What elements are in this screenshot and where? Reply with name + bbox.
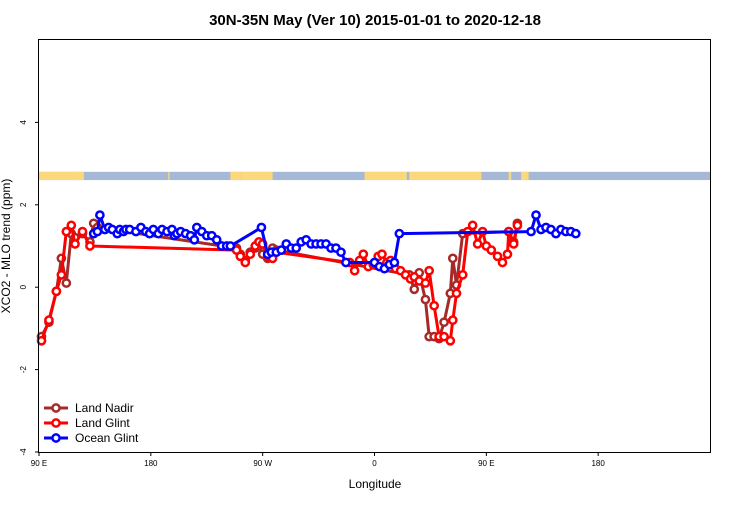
legend-label: Land Glint bbox=[75, 416, 130, 430]
ocean-glint-point bbox=[189, 234, 200, 245]
land-glint-point bbox=[245, 249, 256, 260]
legend-swatch-marker bbox=[51, 433, 61, 443]
land-glint-point bbox=[467, 220, 478, 231]
legend-item-ocean-glint: Ocean Glint bbox=[44, 431, 139, 445]
y-tick-label: -4 bbox=[19, 448, 28, 456]
land-glint-point bbox=[457, 269, 468, 280]
land-segment-7 bbox=[367, 171, 402, 181]
series-land-nadir bbox=[36, 218, 523, 344]
land-segment-3 bbox=[168, 171, 170, 181]
land-nadir-point bbox=[61, 278, 72, 288]
land-segment-11 bbox=[521, 171, 529, 181]
land-glint-point bbox=[358, 249, 369, 260]
ocean-glint-point bbox=[336, 247, 346, 258]
land-glint-point bbox=[56, 269, 67, 280]
ocean-glint-point bbox=[394, 228, 405, 239]
x-tick-label: 90 W bbox=[253, 459, 272, 468]
series-layer bbox=[36, 210, 581, 346]
x-axis-label: Longitude bbox=[349, 477, 402, 491]
ocean-glint-point bbox=[92, 226, 103, 237]
land-glint-point bbox=[502, 249, 513, 260]
land-glint-point bbox=[36, 335, 47, 346]
ocean-glint-point bbox=[225, 241, 236, 251]
land-glint-point bbox=[486, 245, 497, 255]
land-glint-point bbox=[447, 315, 458, 326]
y-tick-label: 2 bbox=[19, 202, 28, 207]
land-glint-point bbox=[349, 265, 360, 276]
ocean-glint-point bbox=[341, 257, 351, 268]
land-glint-point bbox=[51, 286, 62, 297]
land-glint-point bbox=[429, 300, 439, 311]
land-glint-point bbox=[44, 315, 54, 326]
land-nadir-point bbox=[409, 284, 420, 295]
chart-title: 30N-35N May (Ver 10) 2015-01-01 to 2020-… bbox=[209, 12, 541, 29]
land-glint-point bbox=[451, 288, 462, 299]
land-glint-point bbox=[66, 220, 77, 231]
series-ocean-glint bbox=[88, 210, 581, 274]
x-tick-label: 90 E bbox=[478, 459, 494, 468]
ocean-glint-point bbox=[531, 210, 541, 220]
land-glint-point bbox=[472, 239, 483, 249]
x-tick-label: 180 bbox=[591, 459, 605, 468]
land-glint-point bbox=[235, 251, 246, 262]
land-segment-5 bbox=[240, 171, 273, 181]
land-glint-point bbox=[508, 239, 519, 249]
land-glint-point bbox=[420, 278, 431, 288]
y-axis-ticks: -4 -2 0 2 4 bbox=[19, 120, 39, 456]
x-tick-label: 90 E bbox=[31, 459, 47, 468]
legend-item-land-nadir: Land Nadir bbox=[44, 401, 134, 415]
ocean-glint-point bbox=[291, 243, 302, 253]
x-tick-label: 0 bbox=[372, 459, 377, 468]
land-glint-point bbox=[445, 335, 456, 346]
land-nadir-point bbox=[447, 253, 458, 264]
legend-swatch-marker bbox=[51, 403, 61, 413]
y-tick-label: -2 bbox=[19, 365, 28, 373]
y-tick-label: 0 bbox=[19, 284, 28, 289]
legend-item-land-glint: Land Glint bbox=[44, 416, 130, 430]
ocean-glint-point bbox=[211, 234, 222, 245]
legend-label: Ocean Glint bbox=[75, 431, 139, 445]
land-glint-point bbox=[439, 331, 449, 342]
legend-label: Land Nadir bbox=[75, 401, 134, 415]
land-glint-point bbox=[497, 257, 508, 268]
ocean-glint-point bbox=[389, 257, 400, 268]
land-segment-8 bbox=[401, 171, 407, 181]
land-glint-point bbox=[70, 239, 80, 249]
land-glint-point bbox=[492, 251, 503, 262]
ocean-glint-point bbox=[526, 226, 536, 237]
x-axis-ticks: 90 E 180 90 W 0 90 E 180 bbox=[31, 452, 605, 468]
y-axis-label: XCO2 - MLO trend (ppm) bbox=[0, 179, 13, 314]
land-segment-0 bbox=[39, 171, 84, 181]
land-glint-point bbox=[61, 226, 72, 237]
land-segment-4 bbox=[230, 171, 241, 181]
land-glint-point bbox=[377, 249, 387, 260]
land-segment-9 bbox=[409, 171, 482, 181]
ocean-glint-point bbox=[570, 228, 581, 239]
land-segment-1 bbox=[76, 171, 81, 181]
series-land-glint bbox=[36, 220, 523, 346]
land-glint-point bbox=[85, 241, 95, 251]
x-tick-label: 180 bbox=[144, 459, 158, 468]
land-glint-point bbox=[424, 265, 435, 276]
y-tick-label: 4 bbox=[19, 120, 28, 125]
land-nadir-point bbox=[439, 317, 449, 328]
land-glint-point bbox=[512, 220, 523, 231]
land-glint-point bbox=[240, 257, 251, 268]
land-segment-6 bbox=[364, 171, 368, 181]
surface-type-strip bbox=[39, 171, 710, 181]
ocean-glint-point bbox=[276, 245, 287, 255]
land-nadir-point bbox=[420, 294, 431, 305]
ocean-glint-point bbox=[95, 210, 105, 220]
legend-swatch-marker bbox=[51, 418, 61, 428]
land-segment-10 bbox=[508, 171, 512, 181]
land-segment-2 bbox=[81, 171, 84, 181]
land-glint-point bbox=[77, 226, 88, 237]
ocean-glint-point bbox=[256, 222, 267, 233]
